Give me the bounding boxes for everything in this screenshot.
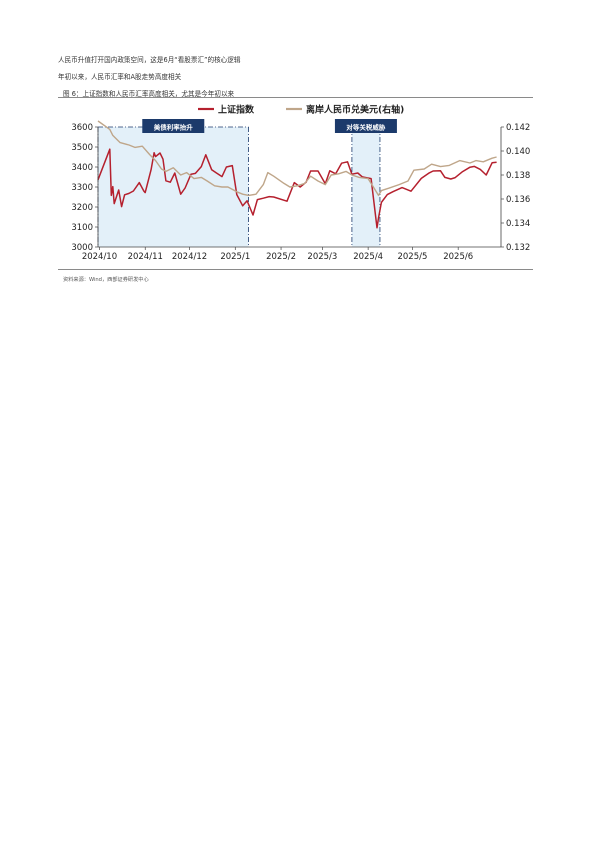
x-tick-label: 2025/5 [397,252,427,262]
figure-top-rule [58,97,533,98]
annotation-band [351,127,380,247]
y2-tick-label: 0.138 [506,171,530,181]
cny-usd-line [97,120,497,197]
body-text-line: 年初以来，人民币汇率和A股走势高度相关 [58,73,182,81]
y-tick-label: 3500 [71,143,93,153]
y2-tick-label: 0.136 [506,195,530,205]
x-tick-label: 2025/2 [266,252,296,262]
x-tick-label: 2024/12 [172,252,207,262]
y2-tick-label: 0.134 [506,219,530,229]
legend-label: 上证指数 [218,104,255,116]
y-tick-label: 3300 [71,183,93,193]
figure-source: 资料来源：Wind，西部证券研发中心 [63,277,149,283]
annotation-label: 对等关税威胁 [346,123,386,132]
annotation-label-bg [142,119,205,133]
x-tick-label: 2024/10 [82,252,117,262]
body-text-line: 人民币升值打开国内政策空间，这是6月“看股票汇”的核心逻辑 [58,56,241,64]
y2-tick-label: 0.140 [506,147,530,157]
sse-index-line [97,148,497,229]
chart-svg: 美债利率抬升 对等关税威胁 3000 3100 3200 3300 3400 3500 360… [71,104,530,263]
x-tick-label: 2025/1 [220,252,250,262]
legend-label: 离岸人民币兑美元(右轴) [306,104,404,116]
y-tick-label: 3200 [71,203,93,213]
y-tick-label: 3400 [71,163,93,173]
x-tick-label: 2025/4 [353,252,383,262]
y-tick-label: 3600 [71,123,93,133]
y2-tick-label: 0.142 [506,123,530,133]
x-tick-label: 2025/6 [443,252,473,262]
y-tick-label: 3100 [71,223,93,233]
figure-bottom-rule [58,269,533,270]
y2-tick-label: 0.132 [506,243,530,253]
x-tick-label: 2025/3 [307,252,337,262]
figure-title: 图 6：上证指数和人民币汇率高度相关，尤其是今年初以来 [63,90,235,98]
annotation-label-bg [334,119,397,133]
annotation-label: 美债利率抬升 [154,123,194,132]
y-tick-label: 3000 [71,243,93,253]
x-tick-label: 2024/11 [128,252,163,262]
